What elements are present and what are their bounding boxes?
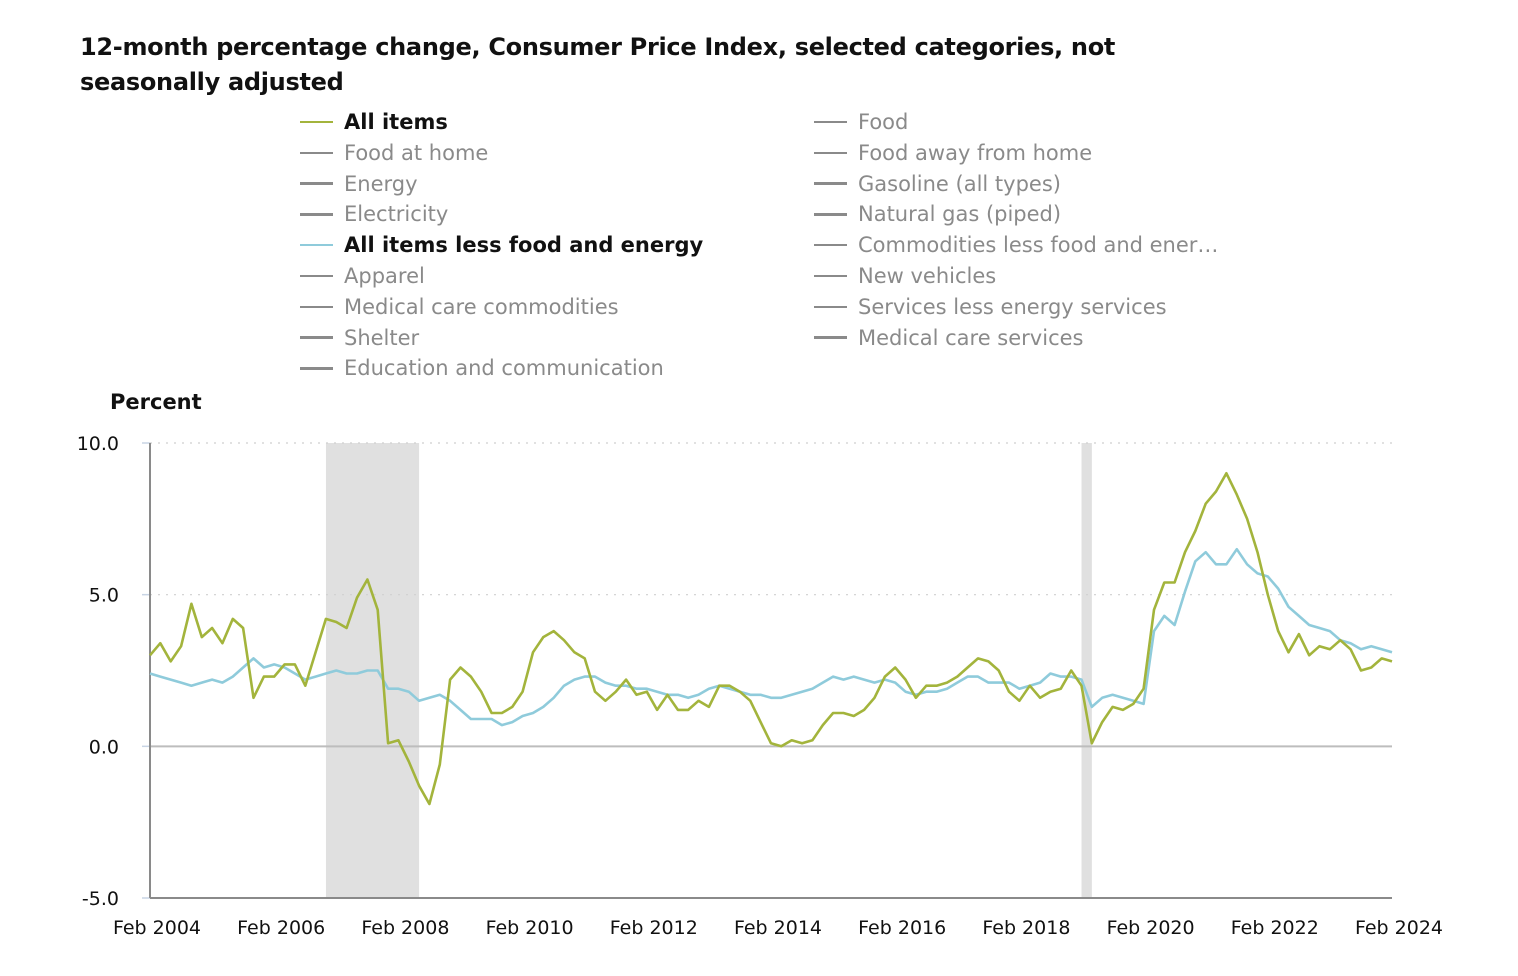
legend-label: Services less energy services (858, 294, 1167, 319)
legend-label: Gasoline (all types) (858, 171, 1061, 196)
legend-swatch (814, 336, 847, 339)
x-tick-label: Feb 2008 (361, 917, 449, 939)
legend-item-shelter[interactable]: Shelter (300, 323, 419, 353)
x-tick-label: Feb 2024 (1355, 917, 1443, 939)
legend-label: Food away from home (858, 140, 1093, 165)
x-tick-label: Feb 2020 (1107, 917, 1195, 939)
legend-swatch (300, 213, 333, 216)
legend-item-energy[interactable]: Energy (300, 169, 418, 199)
legend-item-new-vehicles[interactable]: New vehicles (814, 261, 996, 291)
series-line-all-items (149, 471, 1393, 806)
legend-item-electricity[interactable]: Electricity (300, 199, 448, 229)
legend-label: Medical care commodities (344, 294, 619, 319)
legend-item-food-at-home[interactable]: Food at home (300, 138, 488, 168)
legend-swatch (300, 274, 333, 278)
legend-item-all-items[interactable]: All items (300, 107, 448, 137)
legend-label: New vehicles (858, 264, 997, 288)
x-tick-label: Feb 2010 (486, 917, 574, 939)
x-tick-label: Feb 2004 (113, 917, 201, 939)
series-line-all-items-less-food-and-energy (149, 547, 1393, 727)
legend-label: Commodities less food and ener… (858, 233, 1219, 258)
y-tick-label: 0.0 (89, 736, 119, 758)
legend-item-food[interactable]: Food (814, 107, 908, 137)
y-tick-label: -5.0 (82, 888, 119, 910)
legend-swatch (300, 182, 333, 185)
x-tick-label: Feb 2006 (237, 917, 325, 939)
legend-label: All items less food and energy (344, 233, 704, 258)
legend-label: Medical care services (858, 325, 1084, 350)
legend-swatch (300, 151, 333, 155)
legend-item-gasoline-all-types[interactable]: Gasoline (all types) (814, 169, 1061, 199)
legend-label: All items (344, 110, 448, 134)
x-tick-label: Feb 2022 (1231, 917, 1319, 939)
legend-swatch (814, 182, 847, 185)
legend-swatch (814, 213, 847, 216)
legend-swatch (814, 274, 847, 278)
legend-label: Electricity (344, 202, 449, 227)
legend-swatch (814, 305, 847, 309)
legend-swatch (814, 243, 847, 247)
legend-item-medical-care-services[interactable]: Medical care services (814, 323, 1083, 353)
y-tick-label: 5.0 (89, 585, 119, 607)
chart-title: 12-month percentage change, Consumer Pri… (80, 33, 1116, 96)
x-tick-label: Feb 2012 (610, 917, 698, 939)
legend-label: Education and communication (344, 356, 664, 381)
legend-swatch (814, 120, 847, 124)
legend-label: Shelter (344, 325, 420, 350)
legend-swatch (300, 243, 333, 247)
legend-label: Energy (344, 171, 418, 196)
legend-swatch (300, 305, 333, 309)
legend-swatch (300, 120, 333, 124)
legend-swatch (300, 367, 333, 370)
legend-label: Apparel (344, 264, 425, 288)
legend-item-all-items-less-food-and-energy[interactable]: All items less food and energy (300, 230, 703, 260)
legend-item-commodities-less-food-and-ener[interactable]: Commodities less food and ener… (814, 230, 1218, 260)
y-tick-label: 10.0 (77, 433, 119, 455)
legend-item-natural-gas-piped[interactable]: Natural gas (piped) (814, 199, 1061, 229)
x-tick-label: Feb 2016 (858, 917, 946, 939)
recession-shading (1081, 443, 1092, 898)
legend-item-services-less-energy-services[interactable]: Services less energy services (814, 292, 1167, 322)
x-tick-label: Feb 2014 (734, 917, 822, 939)
y-axis-label: Percent (110, 390, 202, 414)
legend-item-education-and-communication[interactable]: Education and communication (300, 353, 664, 383)
legend-swatch (814, 151, 847, 155)
x-tick-label: Feb 2018 (982, 917, 1070, 939)
legend-label: Food (858, 110, 909, 134)
legend-label: Food at home (344, 140, 489, 165)
legend-item-apparel[interactable]: Apparel (300, 261, 425, 291)
legend-item-food-away-from-home[interactable]: Food away from home (814, 138, 1092, 168)
legend-swatch (300, 336, 333, 339)
legend-label: Natural gas (piped) (858, 202, 1062, 227)
legend-item-medical-care-commodities[interactable]: Medical care commodities (300, 292, 619, 322)
